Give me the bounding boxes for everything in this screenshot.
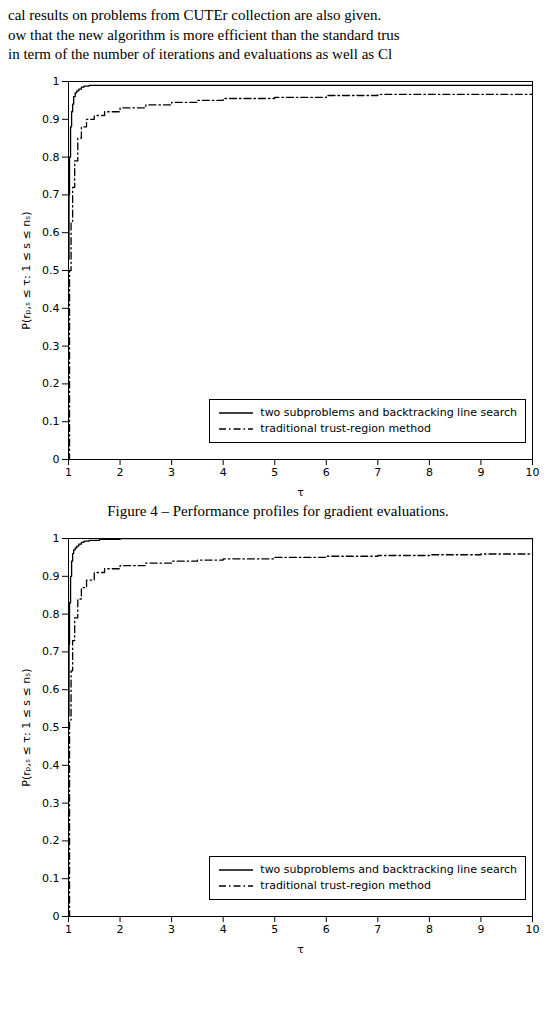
svg-text:0.8: 0.8 [42,150,60,163]
html-text:traditional trust-region metho: traditional trust-region method [260,878,431,892]
svg-text:3: 3 [168,923,175,936]
html-text:Figure 4 – Performance profile: Figure 4 – Performance profiles for grad… [107,502,449,519]
svg-text:0.9: 0.9 [42,569,60,582]
svg-text:τ: τ [297,485,304,498]
svg-text:0.4: 0.4 [42,758,60,771]
svg-text:0.7: 0.7 [42,188,60,201]
html-text:two subproblems and backtracki: two subproblems and backtracking line se… [260,862,517,876]
svg-text:0.4: 0.4 [42,301,60,314]
svg-text:1: 1 [53,75,60,88]
svg-text:3: 3 [168,466,175,479]
svg-text:0.8: 0.8 [42,607,60,620]
svg-text:8: 8 [426,923,433,936]
svg-text:10: 10 [526,923,540,936]
svg-text:1: 1 [65,466,72,479]
svg-text:9: 9 [477,923,484,936]
svg-text:0.6: 0.6 [42,683,60,696]
svg-text:2: 2 [117,923,124,936]
html-text:ow that the new algorithm is m: ow that the new algorithm is more effici… [8,26,400,43]
svg-text:7: 7 [374,466,381,479]
svg-text:1: 1 [53,532,60,545]
svg-text:0.6: 0.6 [42,226,60,239]
svg-text:P(rₚ,ₛ ≤ τ: 1 ≤ s ≤ nₛ): P(rₚ,ₛ ≤ τ: 1 ≤ s ≤ nₛ) [20,211,33,329]
svg-text:4: 4 [220,466,227,479]
svg-text:0.1: 0.1 [42,872,60,885]
svg-text:7: 7 [374,923,381,936]
svg-text:P(rₚ,ₛ ≤ τ: 1 ≤ s ≤ nₛ): P(rₚ,ₛ ≤ τ: 1 ≤ s ≤ nₛ) [20,668,33,786]
svg-text:8: 8 [426,466,433,479]
svg-text:0.2: 0.2 [42,834,60,847]
svg-text:2: 2 [117,466,124,479]
svg-text:0.2: 0.2 [42,377,60,390]
svg-text:6: 6 [323,466,330,479]
svg-text:0.1: 0.1 [42,415,60,428]
svg-text:5: 5 [271,466,278,479]
svg-text:0: 0 [53,910,60,923]
svg-text:6: 6 [323,923,330,936]
svg-text:0.3: 0.3 [42,796,60,809]
svg-text:τ: τ [297,942,304,955]
svg-text:9: 9 [477,466,484,479]
svg-text:0: 0 [53,453,60,466]
svg-text:0.5: 0.5 [42,721,60,734]
svg-text:10: 10 [526,466,540,479]
svg-text:0.3: 0.3 [42,339,60,352]
svg-text:0.9: 0.9 [42,112,60,125]
html-text:traditional trust-region metho: traditional trust-region method [260,421,431,435]
html-text:in term of the number of itera: in term of the number of iterations and … [8,46,393,62]
html-text:two subproblems and backtracki: two subproblems and backtracking line se… [260,405,517,419]
svg-text:0.7: 0.7 [42,645,60,658]
svg-text:4: 4 [220,923,227,936]
svg-text:1: 1 [65,923,72,936]
svg-text:0.5: 0.5 [42,264,60,277]
svg-text:5: 5 [271,923,278,936]
html-text:cal results on problems from C: cal results on problems from CUTEr colle… [8,7,382,23]
